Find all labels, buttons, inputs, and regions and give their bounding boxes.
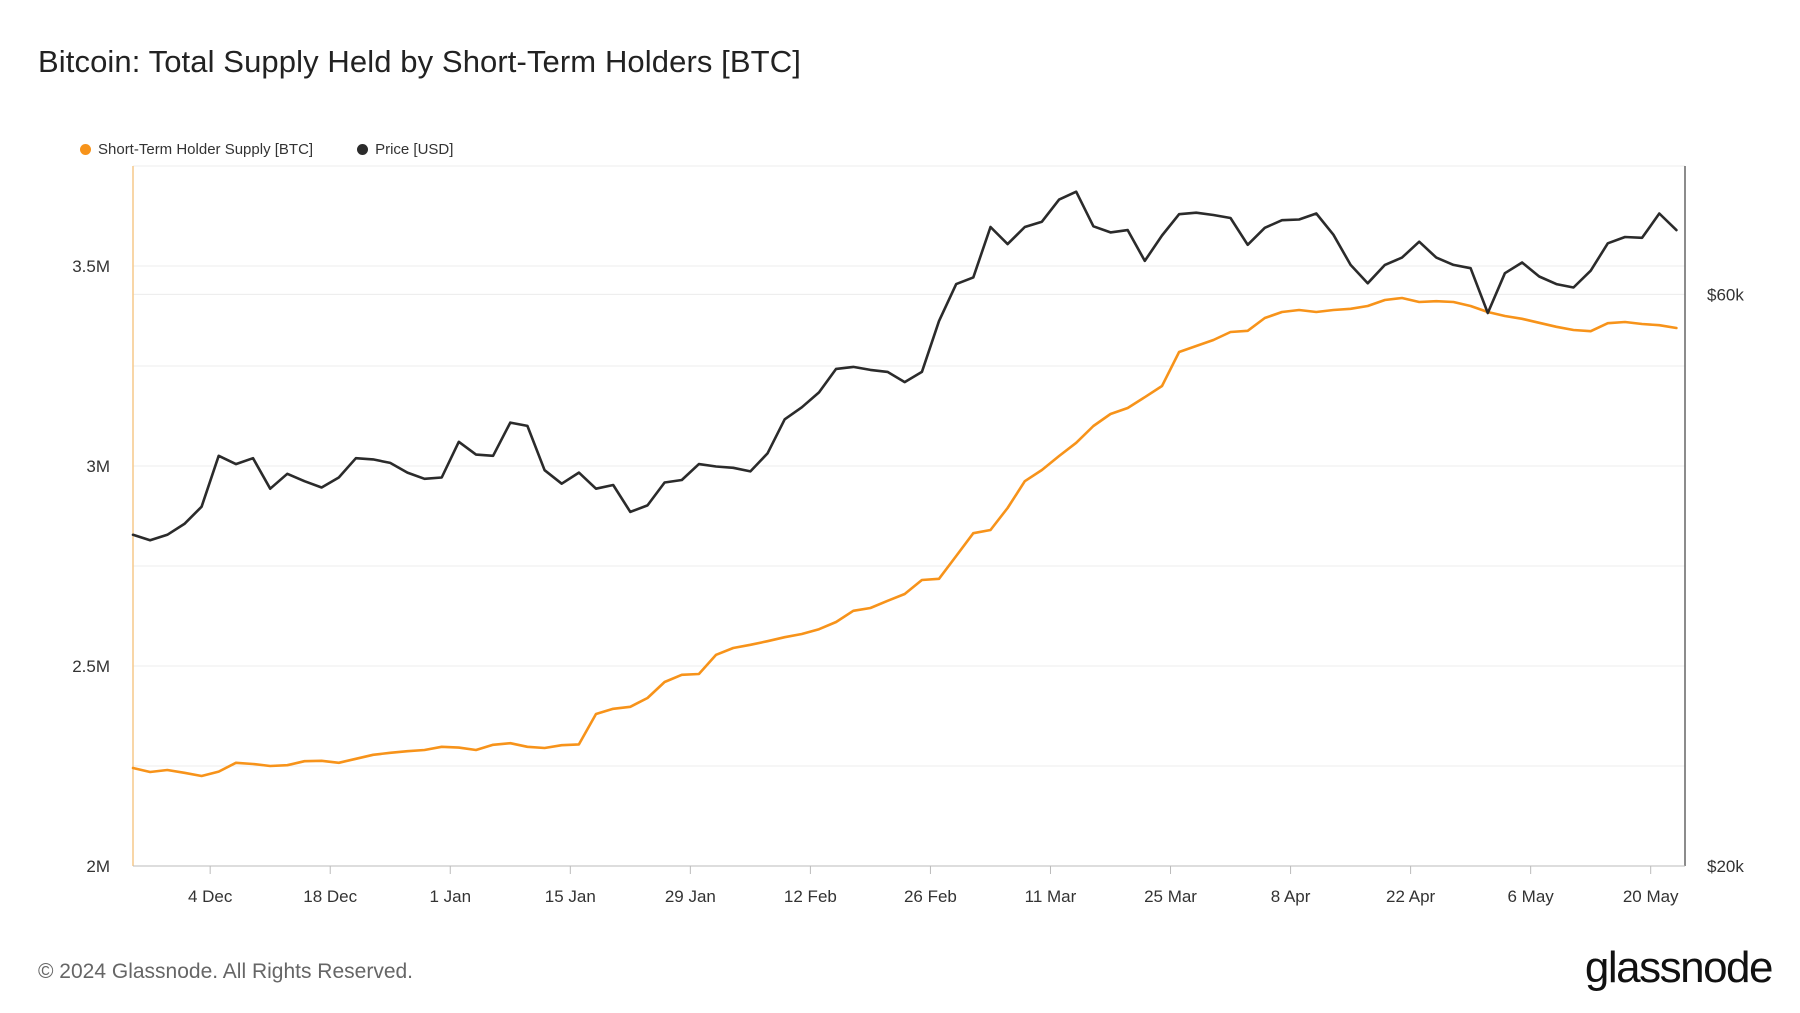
chart-axes — [132, 166, 1686, 874]
y-left-tick-label: 2M — [86, 857, 110, 876]
x-tick-label: 25 Mar — [1144, 887, 1197, 906]
legend-swatch-supply — [80, 144, 91, 155]
x-tick-label: 20 May — [1623, 887, 1679, 906]
x-tick-label: 29 Jan — [665, 887, 716, 906]
legend-item-price[interactable]: Price [USD] — [357, 141, 453, 158]
tick-labels: 4 Dec 18 Dec 1 Jan 15 Jan 29 Jan 12 Feb 26 Feb… — [72, 257, 1744, 906]
y-left-tick-label: 2.5M — [72, 657, 110, 676]
legend-label-supply: Short-Term Holder Supply [BTC] — [98, 141, 314, 158]
x-tick-label: 26 Feb — [904, 887, 957, 906]
series-lines — [131, 190, 1678, 778]
chart-title: Bitcoin: Total Supply Held by Short-Term… — [38, 44, 801, 79]
x-tick-label: 12 Feb — [784, 887, 837, 906]
copyright-text: © 2024 Glassnode. All Rights Reserved. — [38, 960, 414, 983]
y-left-tick-label: 3.5M — [72, 257, 110, 276]
x-tick-label: 18 Dec — [303, 887, 357, 906]
series-line-supply[interactable] — [131, 296, 1678, 778]
series-line-price[interactable] — [131, 190, 1678, 542]
glassnode-logo[interactable]: glassnode — [1584, 943, 1774, 992]
legend-swatch-price — [357, 144, 369, 155]
gridlines — [133, 165, 1685, 867]
x-tick-label: 6 May — [1508, 887, 1555, 906]
x-tick-label: 15 Jan — [545, 887, 596, 906]
x-tick-label: 11 Mar — [1025, 887, 1077, 906]
x-tick-label: 8 Apr — [1271, 887, 1311, 906]
legend-item-supply[interactable]: Short-Term Holder Supply [BTC] — [80, 141, 313, 158]
y-right-tick-label: $60k — [1707, 285, 1744, 304]
y-right-tick-label: $20k — [1707, 857, 1744, 876]
y-left-tick-label: 3M — [86, 457, 110, 476]
x-tick-label: 4 Dec — [188, 887, 233, 906]
x-tick-label: 1 Jan — [429, 887, 471, 906]
x-tick-label: 22 Apr — [1386, 887, 1435, 906]
legend-label-price: Price [USD] — [375, 141, 454, 158]
chart-legend: Short-Term Holder Supply [BTC] Price [US… — [80, 141, 453, 158]
